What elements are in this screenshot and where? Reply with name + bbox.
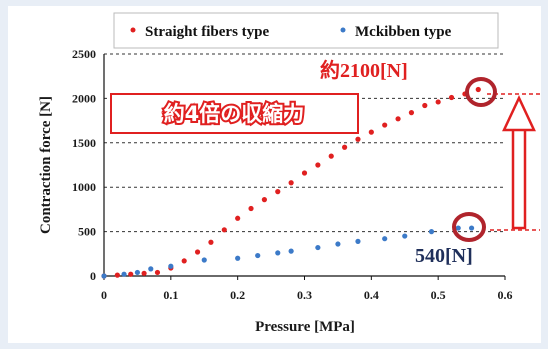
- straight-fibers-point: [208, 239, 214, 245]
- highlight-circle-bottom: [452, 212, 486, 242]
- mckibben-point: [134, 269, 141, 276]
- straight-fibers-point: [221, 227, 227, 233]
- tick-labels: 0 500 1000 1500 2000 2500 0 0.1 0.2 0.3 0.4 0.5 0.6: [72, 47, 513, 302]
- mckibben-point: [148, 266, 154, 272]
- ratio-label-box: [110, 93, 359, 134]
- legend-label-mckibben: Mckibben type: [355, 24, 452, 40]
- mckibben-point: [255, 252, 261, 259]
- straight-fibers-point: [315, 162, 321, 168]
- x-tick-label: 0.1: [163, 288, 178, 302]
- highlight-circle-top: [465, 77, 497, 107]
- x-axis-title: Pressure [MPa]: [255, 319, 355, 335]
- mckibben-point: [468, 225, 475, 231]
- straight-fibers-point: [475, 86, 481, 93]
- legend-marker-mckibben: [340, 27, 346, 33]
- straight-fibers-point: [328, 153, 334, 159]
- y-axis-title: Contraction force [N]: [38, 96, 54, 234]
- straight-fibers-point: [382, 122, 388, 128]
- annotation-540: 540[N]: [415, 245, 473, 267]
- straight-fibers-point: [141, 270, 147, 276]
- mckibben-point: [428, 229, 435, 235]
- straight-fibers-point: [235, 215, 241, 221]
- ratio-label: 約4倍の収縮力: [164, 102, 305, 126]
- mckibben-point: [382, 236, 388, 242]
- gridlines: [104, 53, 505, 233]
- mckibben-point: [402, 233, 408, 239]
- straight-fibers-point: [181, 258, 187, 264]
- straight-fibers-point: [448, 94, 455, 101]
- x-tick-label: 0.2: [230, 288, 245, 302]
- straight-fibers-point: [368, 129, 374, 135]
- x-tick-label: 0.6: [498, 288, 513, 302]
- up-arrow-shaft: [511, 126, 527, 230]
- y-tick-label: 2500: [72, 47, 96, 61]
- straight-fibers-point: [422, 102, 428, 109]
- straight-fibers-point: [128, 271, 134, 277]
- y-tick-label: 2000: [72, 91, 96, 105]
- up-arrow: [502, 95, 536, 230]
- x-tick-label: 0: [101, 288, 107, 302]
- up-arrow-head: [502, 95, 536, 132]
- straight-fibers-point: [342, 144, 348, 150]
- mckibben-point: [335, 241, 341, 247]
- chart-panel: [8, 6, 541, 343]
- straight-fibers-point: [114, 272, 120, 278]
- straight-fibers-point: [435, 99, 441, 105]
- mckibben-point: [275, 250, 281, 256]
- legend-marker-straight-fibers: [130, 27, 136, 33]
- straight-fibers-point: [355, 136, 361, 142]
- mckibben-point: [315, 244, 321, 251]
- mckibben-point: [168, 263, 174, 269]
- mckibben-point: [288, 248, 294, 254]
- x-tick-label: 0.4: [364, 288, 379, 302]
- straight-fibers-point: [395, 116, 401, 122]
- mckibben-point: [355, 238, 361, 244]
- y-tick-label: 500: [78, 225, 96, 239]
- annotation-2100: 約2100[N]: [320, 58, 408, 82]
- mckibben-point: [101, 273, 107, 279]
- series-mckibben: [101, 225, 475, 279]
- straight-fibers-point: [408, 110, 415, 116]
- straight-fibers-point: [154, 269, 161, 276]
- mckibben-point: [235, 255, 241, 261]
- straight-fibers-point: [248, 205, 254, 212]
- legend-label-straight-fibers: Straight fibers type: [145, 24, 269, 40]
- y-tick-label: 1500: [72, 136, 96, 150]
- y-tick-label: 0: [90, 269, 96, 283]
- mckibben-point: [455, 225, 461, 231]
- mckibben-point: [121, 271, 127, 277]
- x-tick-label: 0.3: [297, 288, 312, 302]
- y-tick-label: 1000: [72, 180, 96, 194]
- straight-fibers-point: [301, 170, 308, 176]
- legend-box: [113, 12, 499, 49]
- straight-fibers-point: [275, 189, 281, 195]
- straight-fibers-point: [288, 180, 294, 186]
- mckibben-point: [201, 257, 207, 263]
- straight-fibers-point: [261, 197, 267, 203]
- x-tick-label: 0.5: [431, 288, 446, 302]
- straight-fibers-point: [194, 249, 201, 255]
